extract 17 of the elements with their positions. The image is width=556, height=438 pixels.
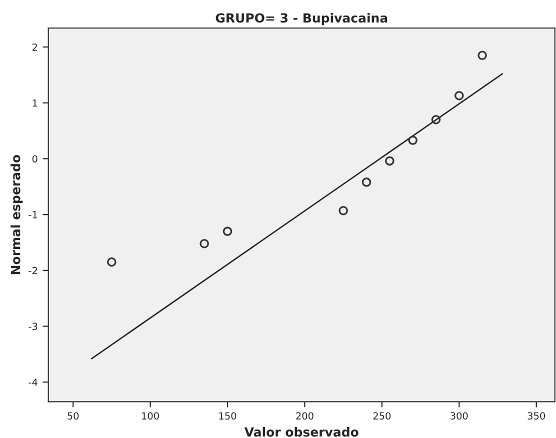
x-tick-label: 300	[450, 412, 468, 420]
x-tick-label: 100	[142, 412, 159, 420]
x-tick-label: 150	[219, 412, 236, 420]
x-axis-title: Valor observado	[244, 427, 358, 437]
x-tick-label: 250	[373, 412, 391, 420]
y-tick-label: 1	[32, 99, 38, 107]
chart-title: GRUPO= 3 - Bupivacaina	[216, 12, 388, 26]
y-tick-label: 0	[32, 155, 38, 163]
x-tick-label: 200	[296, 412, 314, 420]
y-tick-label: 2	[32, 44, 37, 51]
y-tick-label: -4	[28, 378, 38, 386]
y-tick-label: -2	[28, 266, 37, 274]
x-tick-label: 50	[68, 412, 79, 420]
y-axis-title: Normal esperado	[10, 154, 23, 274]
y-tick-label: -3	[28, 322, 38, 330]
y-tick-label: -1	[28, 211, 38, 218]
x-tick-label: 350	[528, 412, 545, 420]
